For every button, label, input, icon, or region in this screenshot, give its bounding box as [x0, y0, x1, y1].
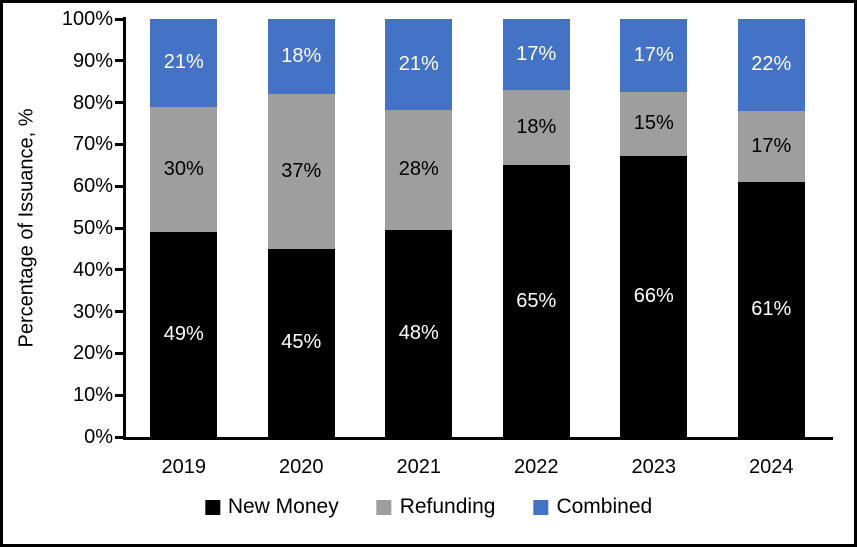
y-tick-label: 80%: [72, 91, 113, 114]
bar-segment-combined-2021: 21%: [385, 19, 453, 110]
y-tick-label: 50%: [72, 217, 113, 239]
x-tick-label-2020: 2020: [279, 456, 324, 478]
bar-segment-value-label: 17%: [751, 134, 792, 157]
bar-segment-value-label: 45%: [281, 331, 322, 354]
legend-label: Refunding: [399, 495, 496, 518]
y-tick-label: 60%: [72, 175, 113, 198]
bar-2020: 18% 37% 45%: [267, 19, 335, 437]
y-tick-mark: [115, 310, 124, 314]
bar-segment-combined-2023: 17%: [620, 19, 688, 92]
x-axis-line: [123, 437, 833, 440]
y-tick-label: 100%: [61, 8, 113, 30]
y-tick-label: 70%: [72, 133, 113, 156]
bar-segment-combined-2022: 17%: [502, 19, 570, 91]
bar-segment-combined-2019: 21%: [150, 19, 218, 107]
bar-segment-refunding-2020: 37%: [267, 94, 335, 249]
y-tick-mark: [115, 101, 124, 105]
legend-item-new-money: New Money: [204, 495, 339, 519]
y-tick-mark: [115, 351, 124, 355]
bar-segment-refunding-2019: 30%: [150, 106, 218, 233]
bar-segment-value-label: 28%: [398, 158, 439, 181]
y-tick-label: 90%: [72, 49, 113, 72]
y-tick-label: 10%: [72, 384, 113, 407]
y-tick-mark: [115, 184, 124, 188]
y-tick-mark: [115, 59, 124, 63]
bar-segment-combined-2024: 22%: [737, 19, 805, 111]
bar-segment-refunding-2022: 18%: [502, 90, 570, 166]
y-tick-mark: [115, 142, 124, 146]
bar-segment-new-money-2023: 66%: [620, 155, 688, 438]
y-tick-mark: [115, 393, 124, 397]
legend-swatch-refunding: [376, 499, 392, 515]
x-tick-label-2023: 2023: [631, 456, 677, 478]
bar-segment-value-label: 49%: [163, 323, 204, 346]
x-tick-label-2019: 2019: [161, 456, 207, 478]
x-tick-label-2022: 2022: [514, 456, 559, 478]
bar-segment-refunding-2024: 17%: [737, 110, 805, 183]
bar-segment-value-label: 48%: [398, 322, 439, 345]
legend: New Money Refunding Combined: [204, 495, 652, 519]
bar-segment-value-label: 15%: [633, 112, 674, 134]
y-tick-label: 40%: [72, 258, 113, 281]
bar-segment-value-label: 17%: [516, 43, 557, 66]
bar-segment-value-label: 61%: [751, 298, 792, 320]
bar-segment-refunding-2023: 15%: [620, 91, 688, 156]
bar-segment-value-label: 18%: [281, 45, 322, 68]
bar-2023: 17% 15% 66%: [620, 19, 688, 438]
bar-segment-value-label: 18%: [516, 116, 557, 139]
bar-segment-value-label: 21%: [163, 51, 204, 74]
legend-label: New Money: [227, 495, 339, 518]
bar-segment-refunding-2021: 28%: [385, 109, 453, 231]
y-tick-mark: [115, 268, 124, 272]
bar-segment-value-label: 30%: [163, 157, 204, 180]
bar-segment-new-money-2019: 49%: [150, 232, 218, 437]
bar-segment-value-label: 21%: [398, 52, 439, 75]
y-tick-label: 30%: [72, 300, 113, 323]
y-tick-mark: [115, 435, 124, 439]
bar-segment-new-money-2020: 45%: [267, 248, 335, 437]
bar-segment-new-money-2022: 65%: [502, 165, 570, 437]
y-tick-mark: [115, 226, 124, 230]
legend-item-combined: Combined: [533, 495, 652, 519]
x-tick-label-2024: 2024: [749, 456, 794, 478]
y-tick-mark: [115, 17, 124, 21]
bar-segment-value-label: 22%: [751, 53, 792, 76]
legend-item-refunding: Refunding: [376, 495, 496, 519]
bar-2022: 17% 18% 65%: [502, 19, 570, 437]
bar-segment-combined-2020: 18%: [267, 19, 335, 95]
legend-swatch-new-money: [204, 499, 220, 515]
y-tick-label: 20%: [72, 342, 113, 365]
y-axis-line: [123, 17, 126, 440]
legend-label: Combined: [556, 495, 653, 518]
bar-segment-new-money-2021: 48%: [385, 230, 453, 437]
x-tick-label-2021: 2021: [396, 456, 442, 478]
bar-segment-new-money-2024: 61%: [737, 182, 805, 437]
bar-segment-value-label: 17%: [633, 43, 674, 66]
bar-segment-value-label: 37%: [281, 160, 322, 183]
y-tick-label: 0%: [84, 426, 113, 448]
bar-segment-value-label: 65%: [516, 289, 557, 312]
bar-2019: 21% 30% 49%: [150, 19, 218, 437]
legend-swatch-combined: [533, 499, 549, 515]
bar-2024: 22% 17% 61%: [737, 19, 805, 437]
bar-2021: 21% 28% 48%: [385, 19, 453, 437]
bar-segment-value-label: 66%: [633, 284, 674, 307]
